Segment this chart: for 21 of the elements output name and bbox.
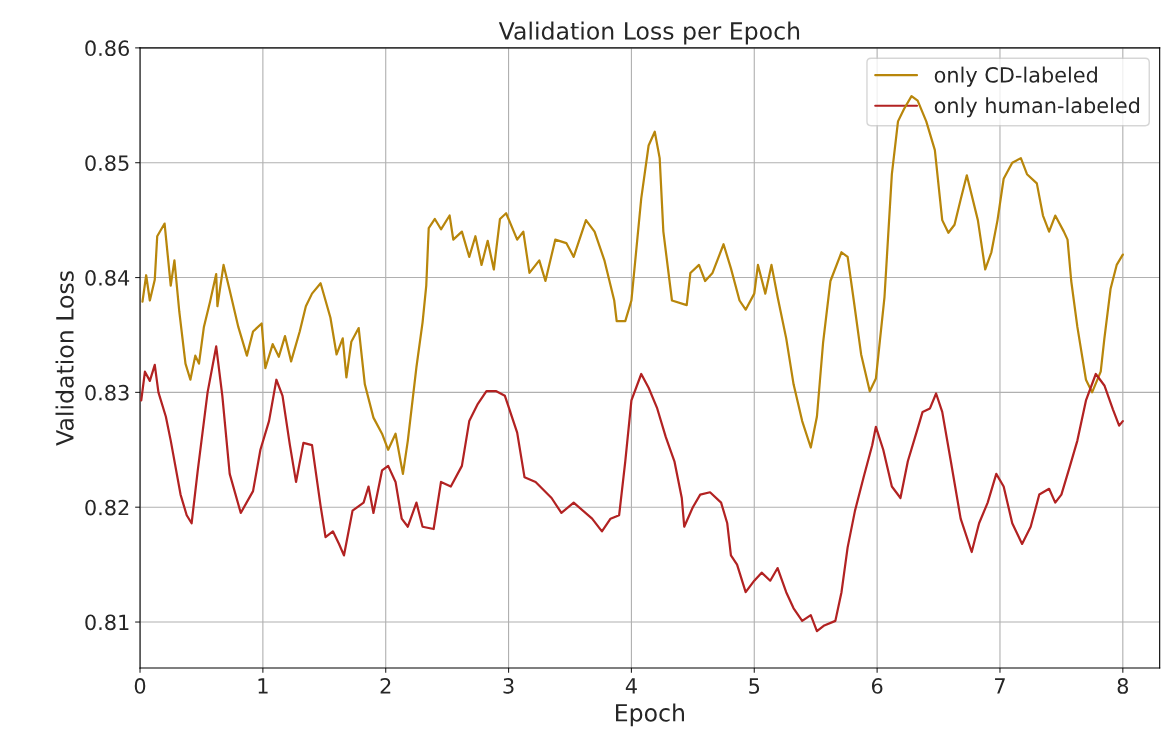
y-axis-title: Validation Loss — [55, 271, 74, 446]
y-tick-label: 0.86 — [85, 40, 129, 57]
y-tick-label: 0.84 — [85, 269, 130, 286]
x-tick-label: 5 — [749, 678, 760, 694]
line-series — [140, 345, 1124, 633]
x-tick-label: 0 — [134, 678, 146, 694]
x-axis-title: Epoch — [616, 703, 684, 727]
x-tick-label: 3 — [503, 678, 514, 694]
x-tick-label: 8 — [1117, 678, 1129, 694]
x-tick-label: 7 — [995, 678, 1005, 694]
x-tick-label: 4 — [625, 678, 637, 694]
x-tick-label: 1 — [258, 678, 268, 694]
y-tick-label: 0.85 — [85, 155, 129, 171]
legend-label: only CD-labeled — [934, 66, 1097, 87]
x-tick-label: 2 — [380, 678, 391, 694]
chart-title: Validation Loss per Epoch — [498, 21, 800, 45]
y-tick-label: 0.82 — [85, 499, 129, 516]
y-tick-label: 0.83 — [85, 384, 129, 401]
x-tick-label: 6 — [871, 678, 883, 694]
y-tick-label: 0.81 — [85, 614, 129, 631]
legend-label: only human-labeled — [934, 97, 1140, 118]
